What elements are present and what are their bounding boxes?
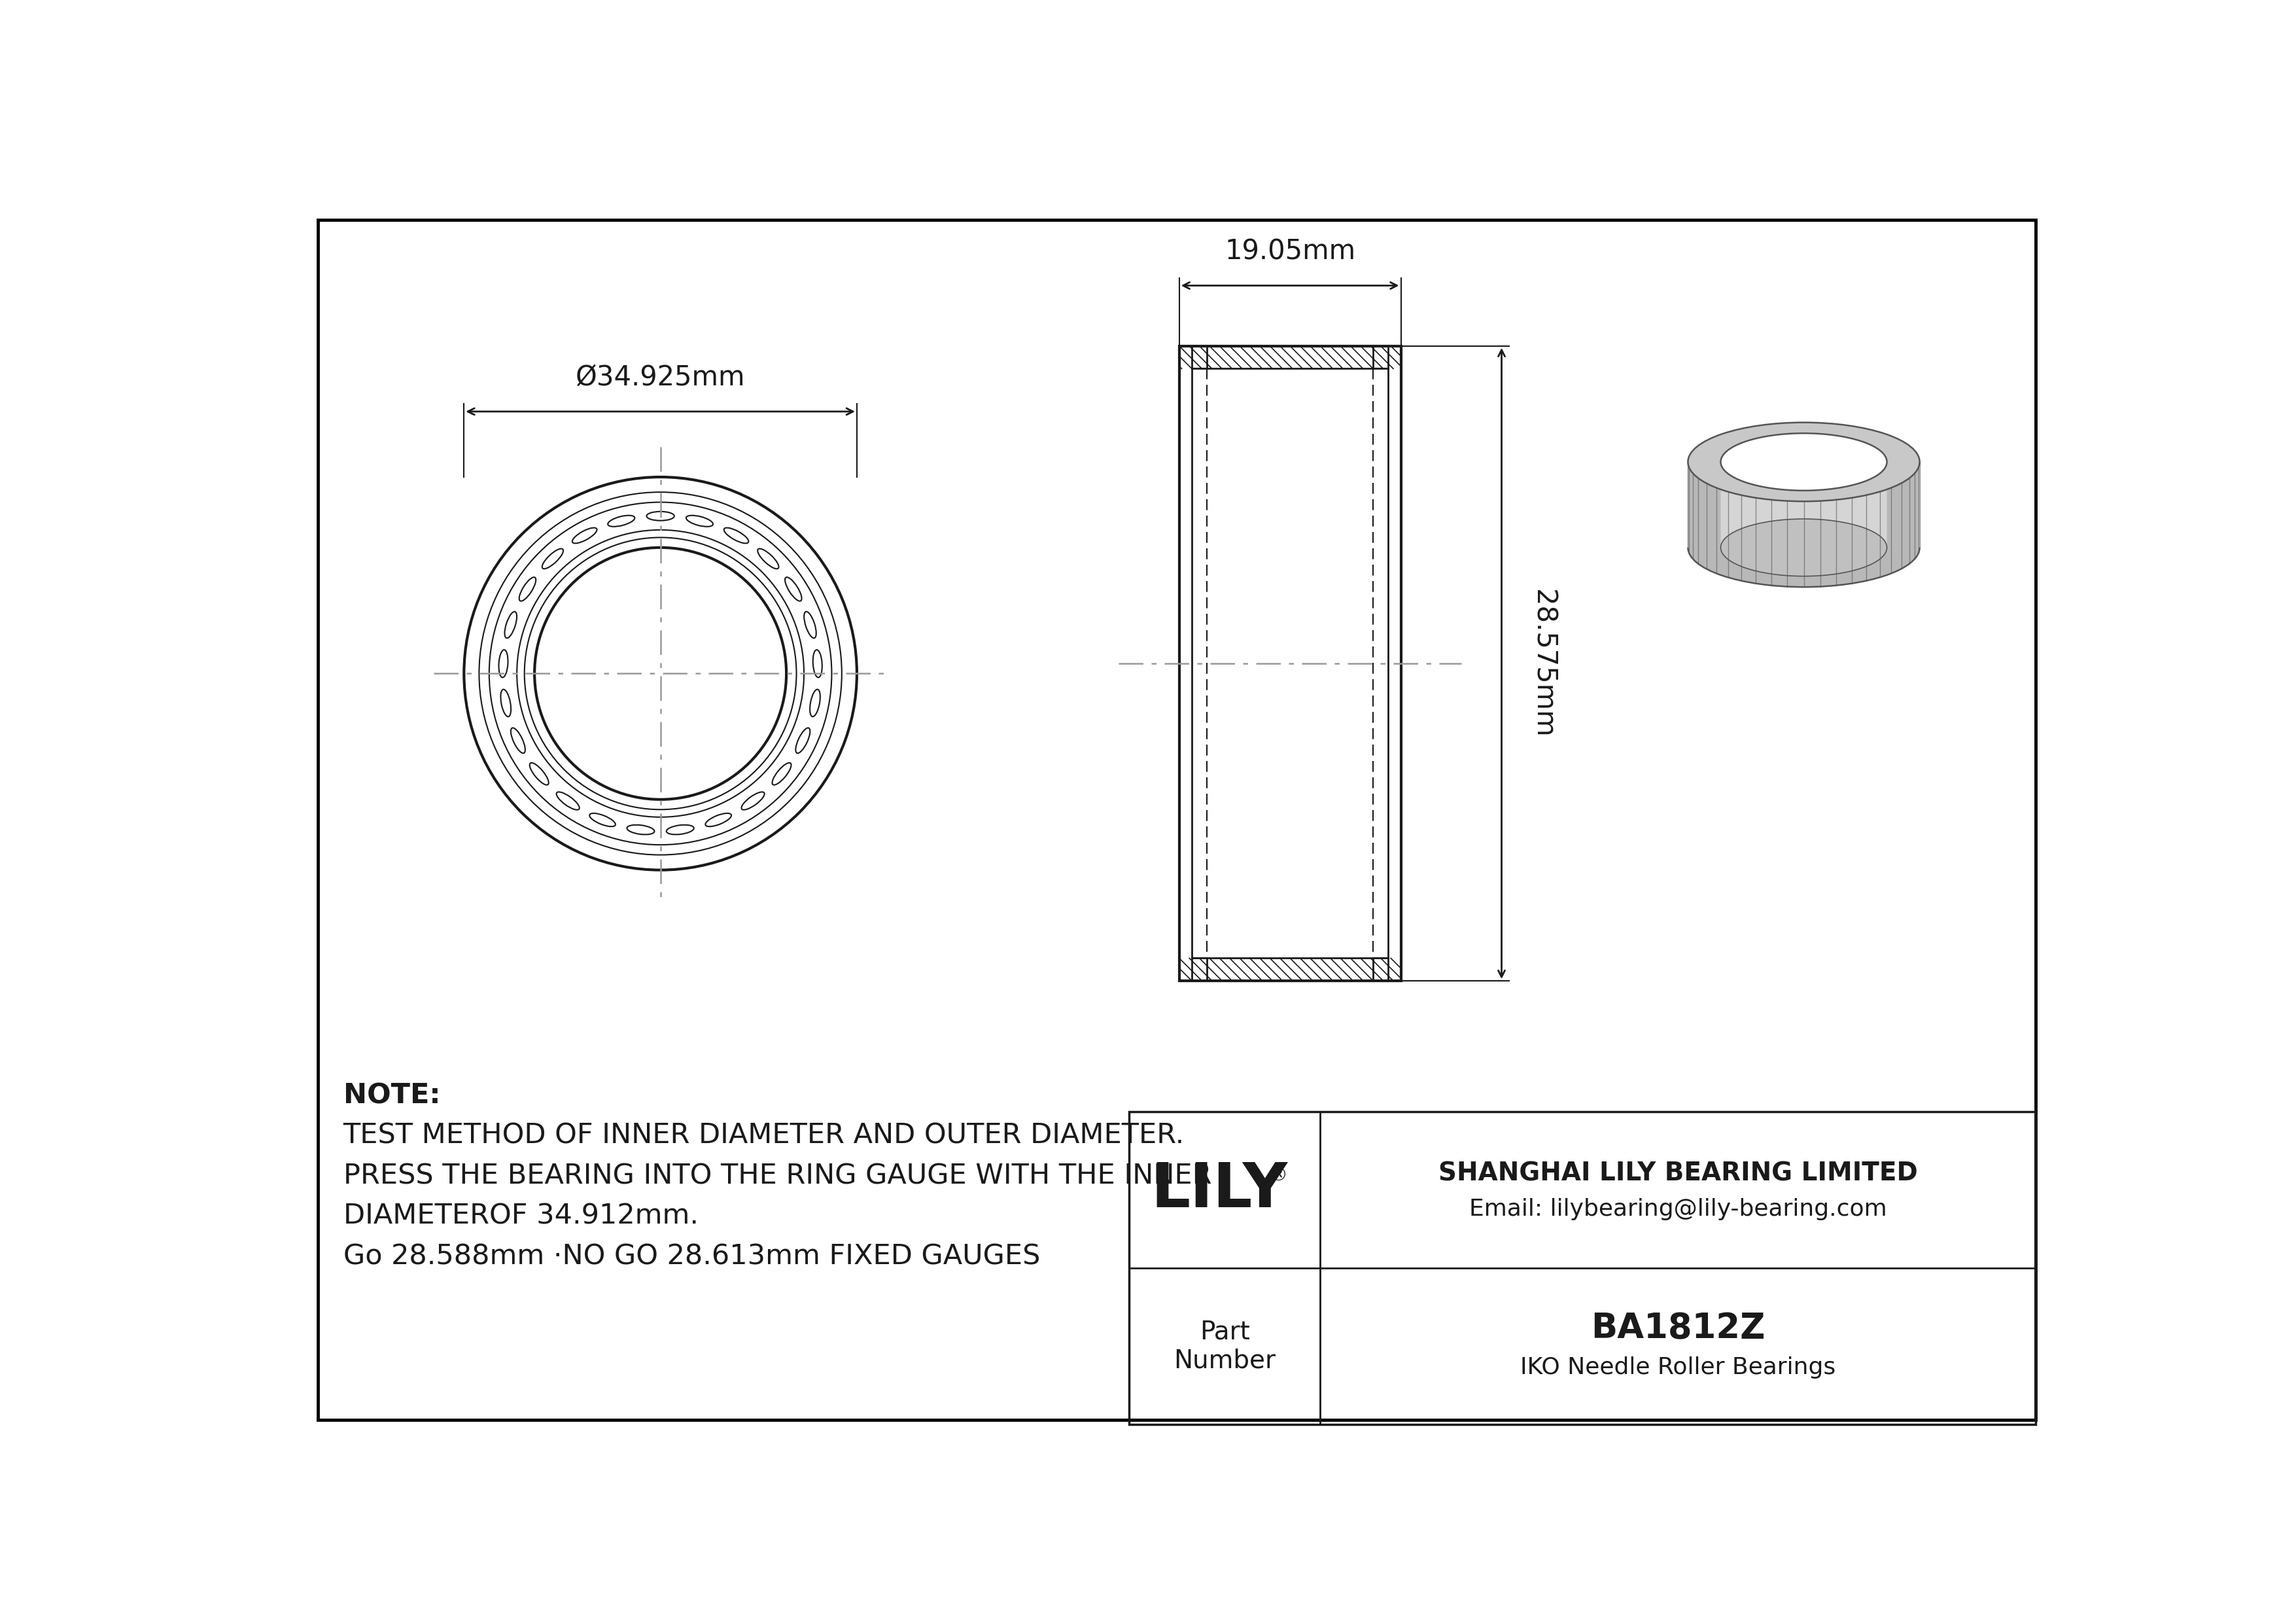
Polygon shape xyxy=(1688,461,1919,586)
Ellipse shape xyxy=(1720,434,1887,490)
Text: 19.05mm: 19.05mm xyxy=(1224,239,1355,265)
Text: NOTE:: NOTE: xyxy=(342,1082,441,1109)
Text: TEST METHOD OF INNER DIAMETER AND OUTER DIAMETER.: TEST METHOD OF INNER DIAMETER AND OUTER … xyxy=(342,1122,1185,1150)
Text: Part
Number: Part Number xyxy=(1173,1319,1277,1372)
Text: LILY: LILY xyxy=(1150,1160,1288,1220)
Bar xyxy=(1130,1112,2037,1424)
Text: SHANGHAI LILY BEARING LIMITED: SHANGHAI LILY BEARING LIMITED xyxy=(1437,1161,1917,1186)
Text: ®: ® xyxy=(1270,1166,1288,1186)
Text: 28.575mm: 28.575mm xyxy=(1529,590,1557,737)
Text: BA1812Z: BA1812Z xyxy=(1591,1312,1766,1346)
Text: Go 28.588mm ·NO GO 28.613mm FIXED GAUGES: Go 28.588mm ·NO GO 28.613mm FIXED GAUGES xyxy=(342,1242,1040,1270)
Text: IKO Needle Roller Bearings: IKO Needle Roller Bearings xyxy=(1520,1356,1835,1379)
Ellipse shape xyxy=(1688,422,1919,502)
Polygon shape xyxy=(1720,461,1887,577)
Text: DIAMETEROF 34.912mm.: DIAMETEROF 34.912mm. xyxy=(342,1202,698,1229)
Bar xyxy=(1180,346,1401,981)
Text: Email: lilybearing@lily-bearing.com: Email: lilybearing@lily-bearing.com xyxy=(1469,1199,1887,1220)
Text: Ø34.925mm: Ø34.925mm xyxy=(576,364,746,391)
Text: PRESS THE BEARING INTO THE RING GAUGE WITH THE INNER: PRESS THE BEARING INTO THE RING GAUGE WI… xyxy=(342,1163,1212,1190)
Ellipse shape xyxy=(1720,520,1887,577)
